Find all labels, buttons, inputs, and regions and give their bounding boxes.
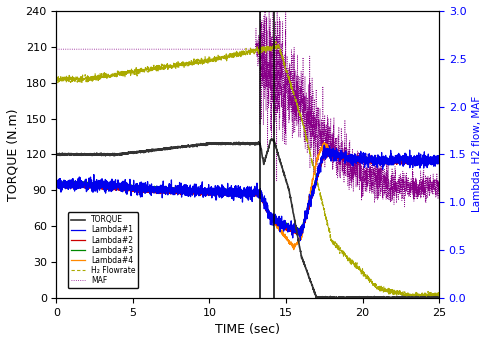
H₂ Flowrate <box>431 298 437 302</box>
H₂ Flowrate <box>386 292 392 296</box>
MAF <box>435 194 441 199</box>
Lambda#3 <box>435 157 441 161</box>
H₂ Flowrate <box>435 294 441 298</box>
Lambda#3 <box>387 156 393 160</box>
Lambda#1 <box>53 185 59 189</box>
Lambda#2 <box>53 184 59 188</box>
X-axis label: TIME (sec): TIME (sec) <box>215 323 280 336</box>
MAF <box>97 47 103 51</box>
H₂ Flowrate <box>53 78 59 82</box>
H₂ Flowrate <box>97 71 103 75</box>
MAF <box>386 200 392 204</box>
MAF <box>428 189 434 193</box>
Lambda#4 <box>290 248 296 252</box>
H₂ Flowrate <box>272 40 278 44</box>
Lambda#2 <box>435 160 441 164</box>
Lambda#3 <box>216 188 222 192</box>
H₂ Flowrate <box>200 62 205 66</box>
TORQUE <box>435 296 441 300</box>
Lambda#4 <box>97 182 103 187</box>
Lambda#4 <box>428 158 434 162</box>
Y-axis label: Lambda, H2 flow, MAF: Lambda, H2 flow, MAF <box>471 96 481 212</box>
TORQUE <box>53 152 59 156</box>
MAF <box>401 205 407 209</box>
Line: Lambda#2: Lambda#2 <box>56 153 438 235</box>
Lambda#2 <box>387 160 393 164</box>
Lambda#2 <box>321 151 327 155</box>
Lambda#3 <box>200 189 205 193</box>
Line: TORQUE: TORQUE <box>56 139 438 299</box>
Lambda#4 <box>387 159 393 163</box>
TORQUE <box>216 141 222 145</box>
Lambda#3 <box>53 181 59 186</box>
Lambda#1 <box>297 238 303 243</box>
TORQUE <box>97 153 103 157</box>
Lambda#2 <box>216 192 222 196</box>
Lambda#1 <box>97 186 103 190</box>
Legend: TORQUE, Lambda#1, Lambda#2, Lambda#3, Lambda#4, H₂ Flowrate, MAF: TORQUE, Lambda#1, Lambda#2, Lambda#3, La… <box>68 212 138 288</box>
Lambda#1 <box>387 155 393 159</box>
Lambda#2 <box>200 192 205 196</box>
Lambda#3 <box>120 184 125 188</box>
Line: Lambda#1: Lambda#1 <box>56 145 438 240</box>
Lambda#3 <box>321 147 326 152</box>
Lambda#4 <box>435 156 441 161</box>
MAF <box>120 47 125 51</box>
Lambda#2 <box>428 162 434 166</box>
Lambda#2 <box>120 188 125 192</box>
Line: Lambda#3: Lambda#3 <box>56 150 438 232</box>
Lambda#3 <box>428 159 434 163</box>
Lambda#1 <box>216 188 222 192</box>
TORQUE <box>428 296 434 300</box>
Line: H₂ Flowrate: H₂ Flowrate <box>56 42 438 300</box>
Lambda#1 <box>435 157 441 162</box>
H₂ Flowrate <box>120 70 125 74</box>
Line: Lambda#4: Lambda#4 <box>56 143 438 250</box>
Lambda#1 <box>200 195 205 199</box>
TORQUE <box>120 152 125 156</box>
MAF <box>216 47 222 51</box>
H₂ Flowrate <box>428 292 434 296</box>
TORQUE <box>393 297 399 301</box>
MAF <box>53 47 59 51</box>
Y-axis label: TORQUE (N.m): TORQUE (N.m) <box>7 108 20 201</box>
Lambda#4 <box>321 141 326 145</box>
TORQUE <box>386 295 392 299</box>
Line: MAF: MAF <box>56 0 438 207</box>
TORQUE <box>268 137 274 141</box>
Lambda#1 <box>120 185 125 189</box>
Lambda#3 <box>97 182 103 186</box>
Lambda#4 <box>200 189 205 193</box>
Lambda#4 <box>53 182 59 186</box>
TORQUE <box>200 142 205 146</box>
Lambda#3 <box>296 229 302 234</box>
Lambda#2 <box>97 186 103 190</box>
Lambda#1 <box>321 143 326 147</box>
H₂ Flowrate <box>216 56 222 60</box>
MAF <box>200 47 205 51</box>
Lambda#4 <box>216 192 222 196</box>
Lambda#1 <box>428 159 434 163</box>
Lambda#4 <box>120 185 125 189</box>
Lambda#2 <box>298 233 304 237</box>
